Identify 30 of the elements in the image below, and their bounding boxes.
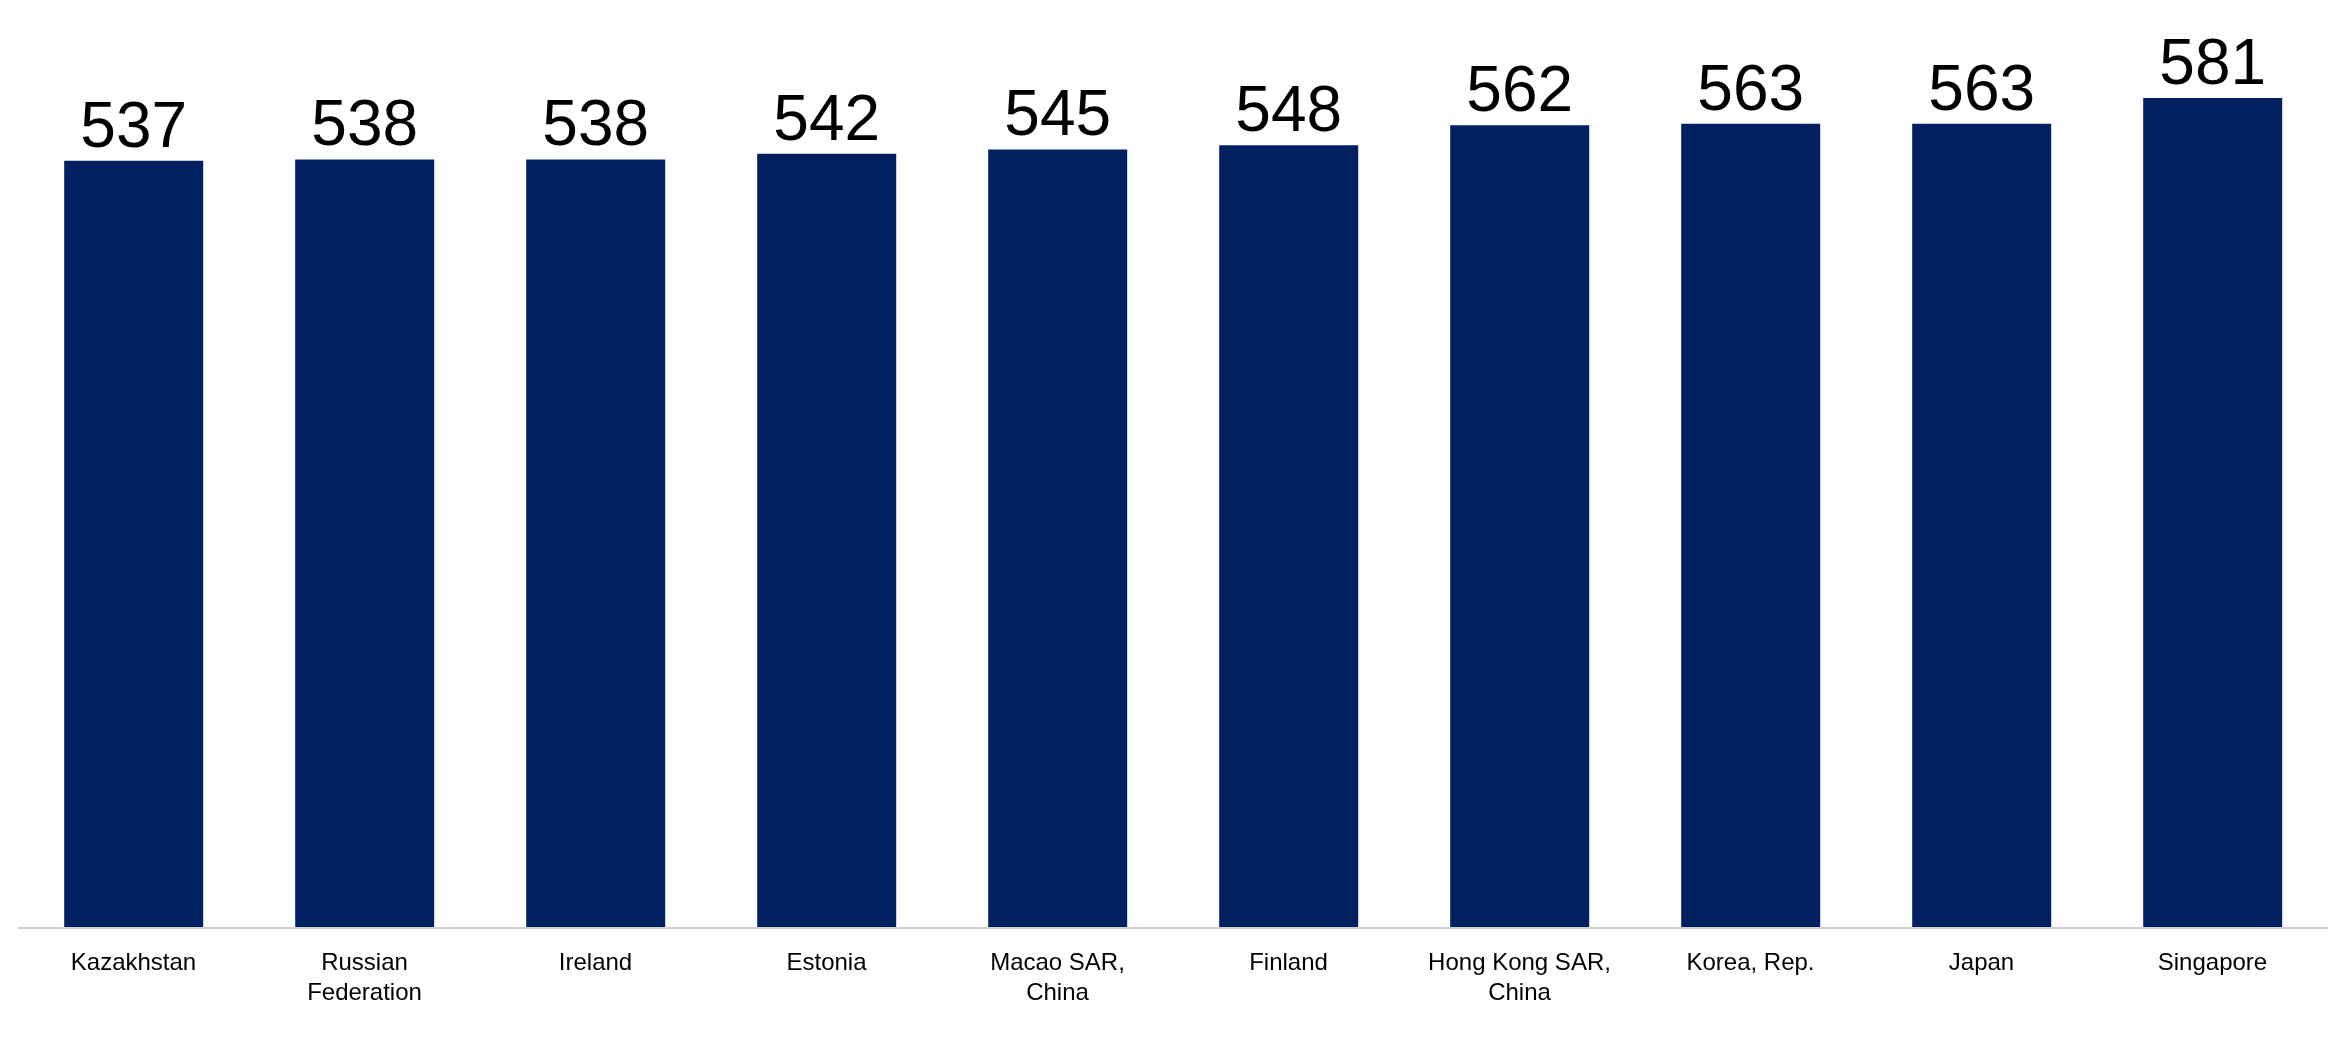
data-label: 545	[1004, 77, 1112, 150]
x-tick-label: Hong Kong SAR, China	[1428, 948, 1611, 1005]
bar	[526, 159, 666, 928]
data-label: 548	[1235, 73, 1343, 146]
x-tick-label: Kazakhstan	[70, 948, 197, 975]
data-label: 563	[1928, 51, 2036, 124]
x-tick-label: Ireland	[558, 948, 633, 975]
x-tick-label: Macao SAR, China	[990, 948, 1125, 1005]
x-tick-label: Russian Federation	[307, 948, 422, 1005]
x-tick-label: Finland	[1249, 948, 1328, 975]
x-tick-label: Estonia	[786, 948, 868, 975]
data-label: 537	[80, 88, 188, 161]
x-tick-label: Singapore	[2157, 948, 2268, 975]
bar	[988, 149, 1128, 928]
bar	[1681, 123, 1821, 928]
data-label: 581	[2159, 26, 2267, 98]
bar	[1912, 123, 2052, 928]
data-label: 538	[542, 87, 650, 160]
bar	[2143, 98, 2283, 928]
data-label: 542	[773, 81, 881, 154]
data-label: 563	[1697, 51, 1805, 124]
bar	[295, 159, 435, 928]
bar	[1219, 145, 1359, 928]
bar	[64, 160, 204, 928]
x-tick-label: Korea, Rep.	[1686, 948, 1815, 975]
data-label: 538	[311, 87, 419, 160]
bar	[1450, 125, 1590, 928]
bar	[757, 153, 897, 928]
data-label: 562	[1466, 53, 1574, 126]
x-tick-label: Japan	[1948, 948, 2015, 975]
